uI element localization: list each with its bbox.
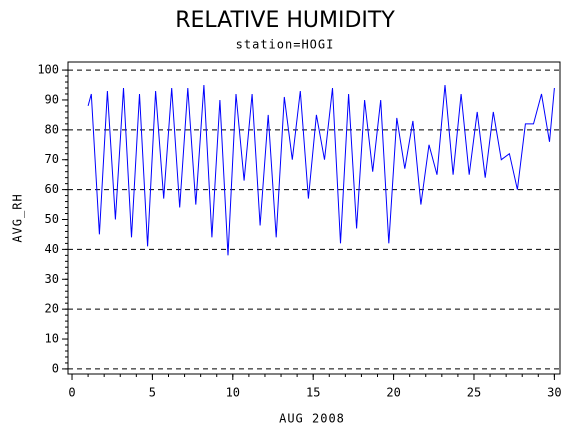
y-tick-label: 40: [45, 242, 59, 256]
y-tick-label: 10: [45, 332, 59, 346]
y-tick-label: 30: [45, 272, 59, 286]
data-line: [87, 84, 555, 256]
y-tick-label: 60: [45, 182, 59, 196]
x-tick-label: 25: [467, 386, 481, 400]
chart-subtitle: station=HOGI: [236, 38, 335, 52]
y-tick-label: 80: [45, 122, 59, 136]
x-tick-label: 15: [306, 386, 320, 400]
y-tick-label: 90: [45, 92, 59, 106]
x-tick-label: 30: [547, 386, 561, 400]
y-tick-label: 50: [45, 212, 59, 226]
x-tick-label: 10: [226, 386, 240, 400]
y-tick-label: 0: [52, 361, 59, 375]
plot-frame: [67, 61, 561, 375]
x-tick-label: 20: [386, 386, 400, 400]
x-tick-label: 5: [149, 386, 156, 400]
y-tick-label: 70: [45, 152, 59, 166]
chart-title: RELATIVE HUMIDITY: [175, 8, 395, 33]
y-tick-label: 100: [37, 63, 59, 77]
y-tick-label: 20: [45, 302, 59, 316]
y-axis-label: AVG_RH: [11, 193, 25, 242]
x-axis-label: AUG 2008: [279, 412, 345, 426]
x-tick-label: 0: [68, 386, 75, 400]
